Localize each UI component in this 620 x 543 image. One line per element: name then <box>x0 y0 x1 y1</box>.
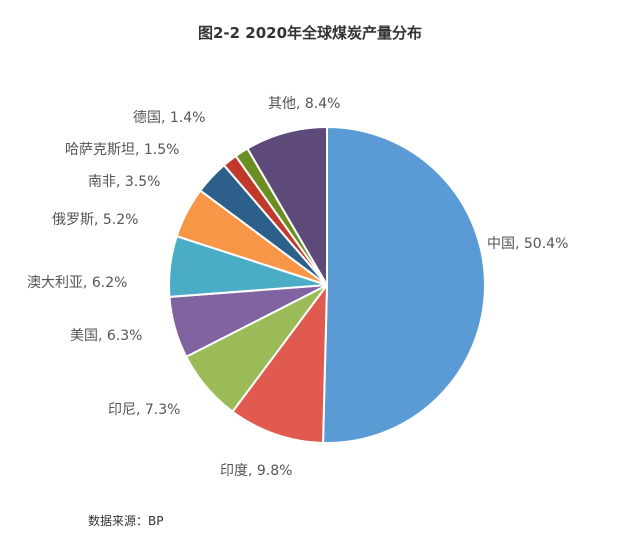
slice-label-4: 澳大利亚, 6.2% <box>27 275 127 291</box>
slice-label-5: 俄罗斯, 5.2% <box>52 212 138 228</box>
pie-slice-9 <box>246 125 328 289</box>
slice-label-2: 印尼, 7.3% <box>108 402 180 418</box>
slice-label-7: 哈萨克斯坦, 1.5% <box>65 142 179 158</box>
slice-label-8: 德国, 1.4% <box>133 110 205 126</box>
slice-label-1: 印度, 9.8% <box>220 463 292 479</box>
chart-title: 图2-2 2020年全球煤炭产量分布 <box>197 24 423 42</box>
pie-slice-0 <box>322 125 486 444</box>
slice-label-6: 南非, 3.5% <box>88 174 160 190</box>
slice-label-3: 美国, 6.3% <box>70 328 142 344</box>
slice-label-9: 其他, 8.4% <box>268 96 340 112</box>
pie-slice-1 <box>231 281 329 444</box>
slice-label-0: 中国, 50.4% <box>487 236 568 252</box>
source-note: 数据来源：BP <box>88 514 164 528</box>
